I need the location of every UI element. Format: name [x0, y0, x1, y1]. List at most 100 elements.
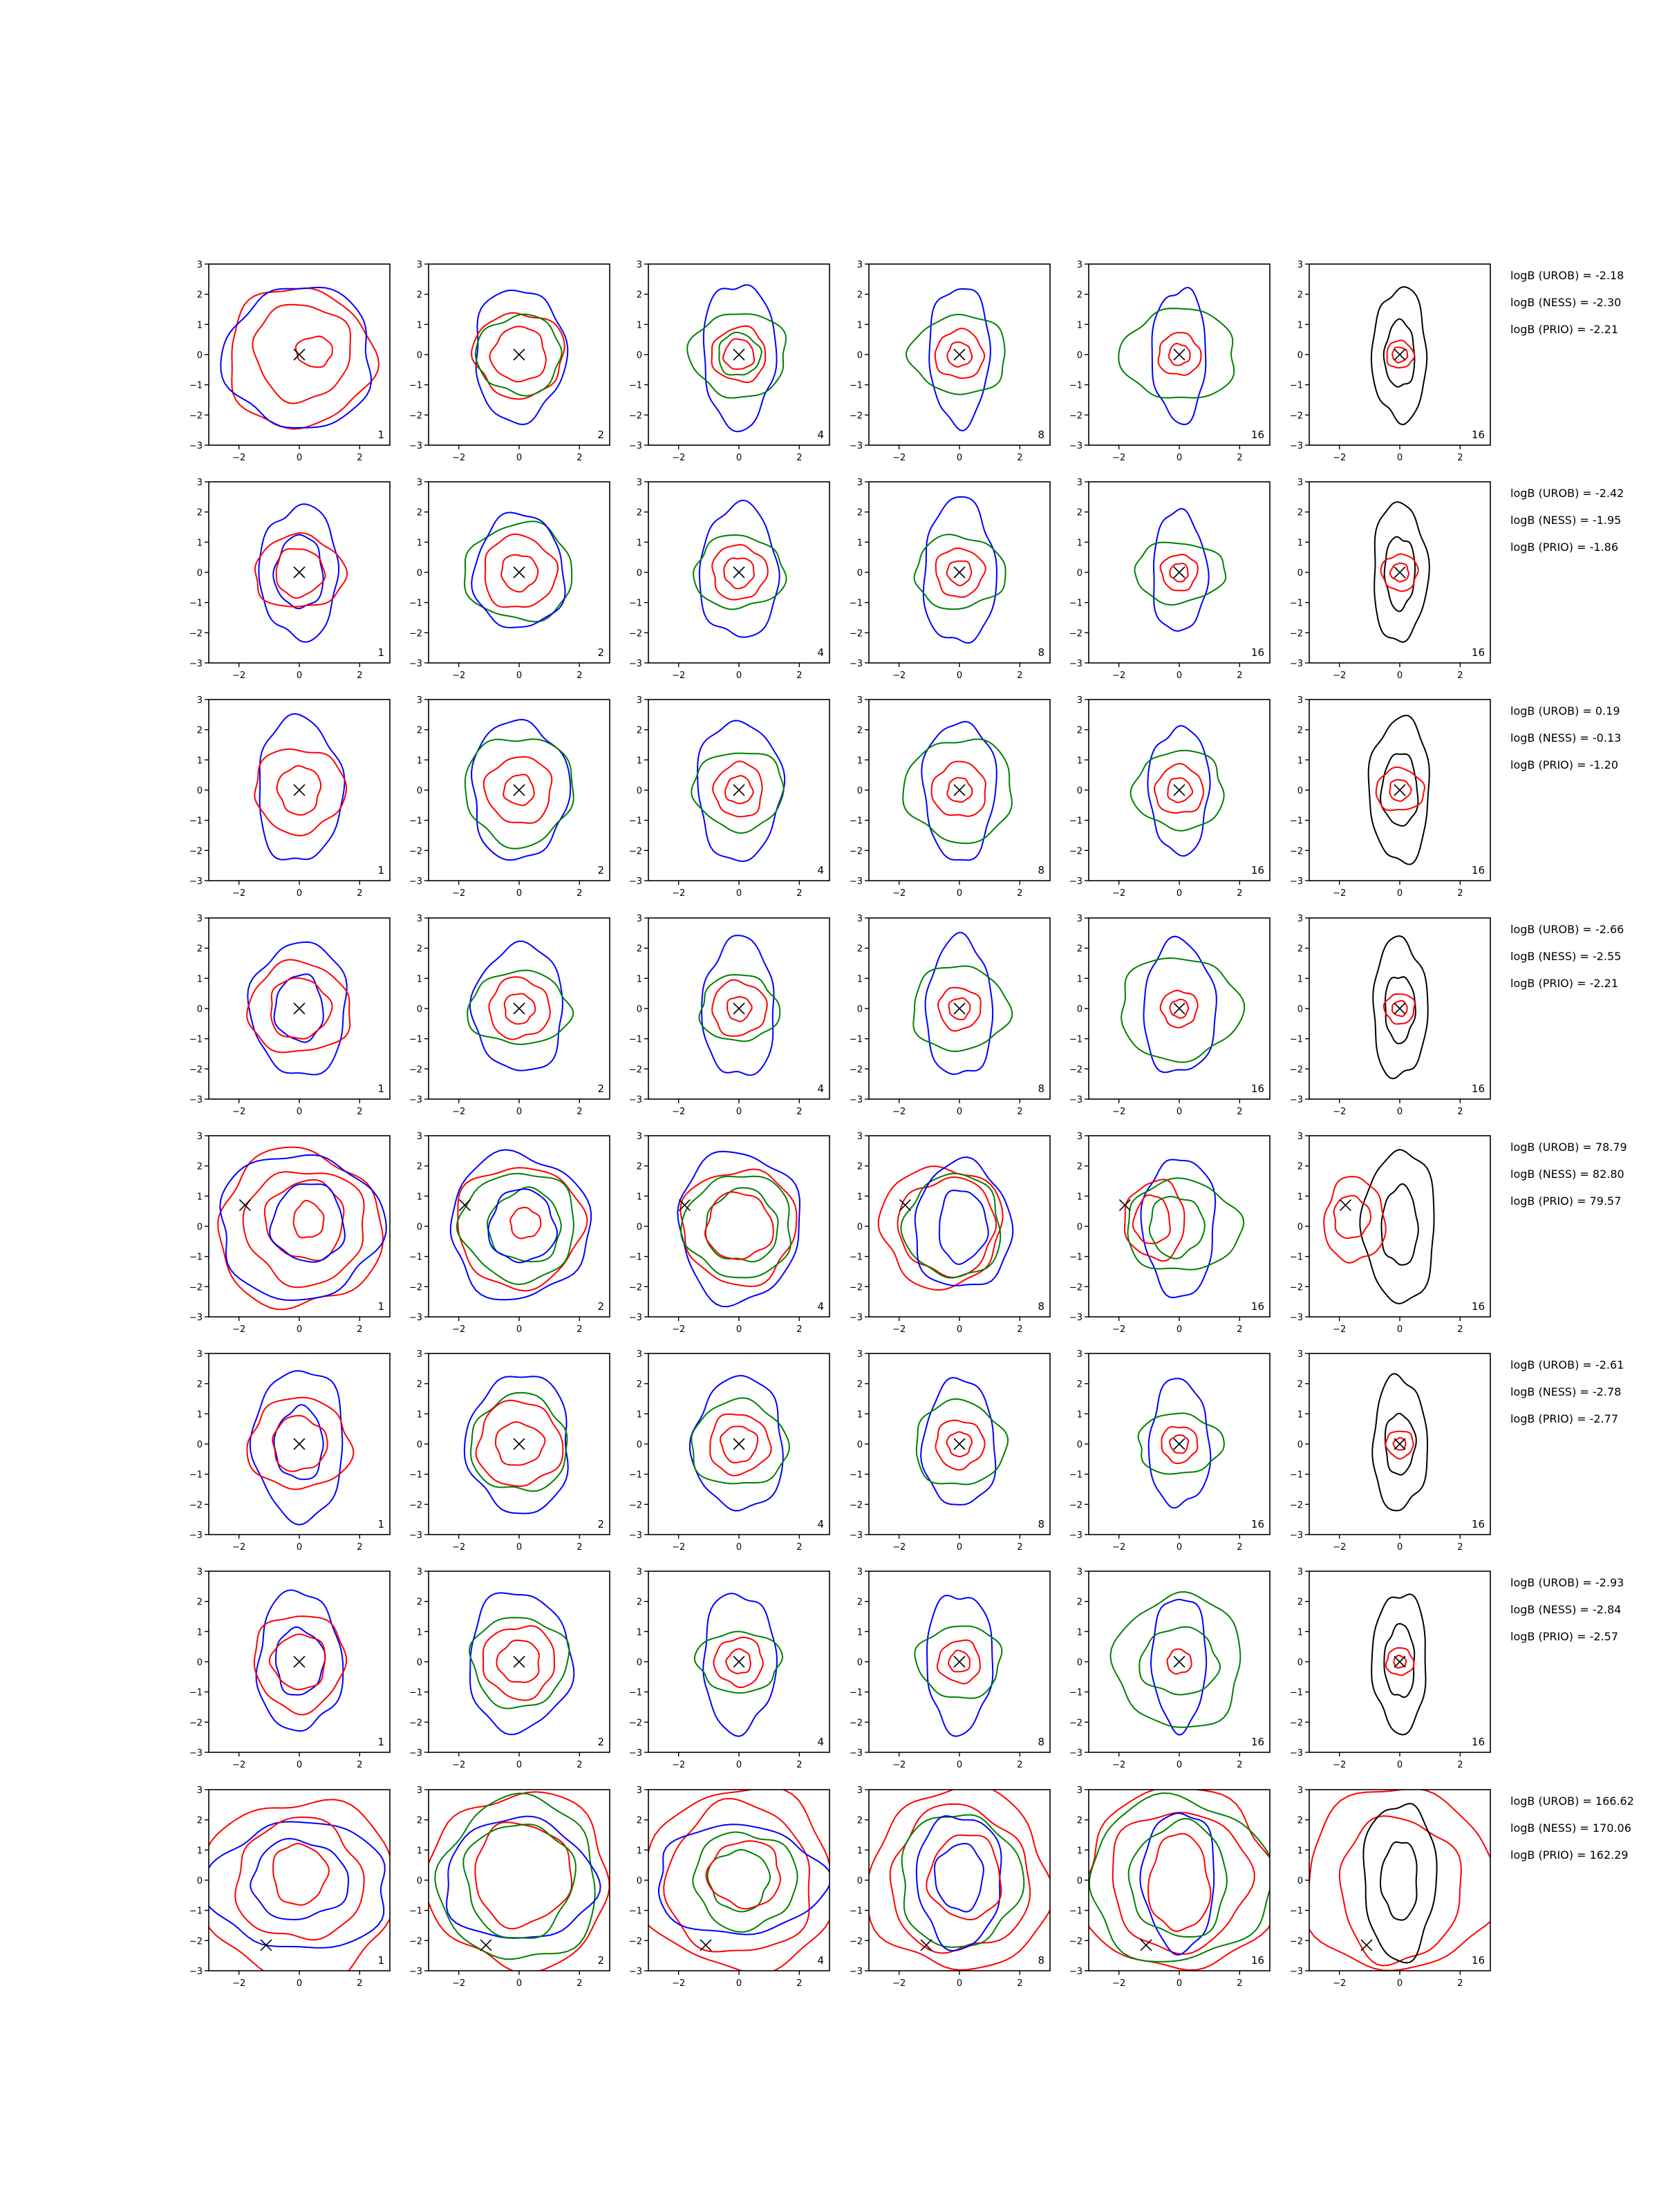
y-tick-label: −1	[850, 1470, 863, 1481]
panel-r1-c6: −2 0 2 −3 −2 −1 0 1 2 3 16	[1290, 260, 1491, 463]
x-tick-label: 0	[1177, 1978, 1182, 1989]
y-tick-label: −1	[1290, 381, 1303, 391]
panel-r6-c1: −2 0 2 −3 −2 −1 0 1 2 3 1	[189, 1349, 391, 1553]
panel-r6-c2: −2 0 2 −3 −2 −1 0 1 2 3 2	[409, 1349, 610, 1553]
y-tick-label: 1	[1297, 320, 1303, 330]
y-tick-label: 2	[857, 290, 863, 301]
contour-red	[711, 544, 769, 601]
y-tick-label: 1	[1297, 1409, 1303, 1420]
contours	[914, 1594, 1003, 1737]
y-tick-label: 2	[637, 1162, 642, 1172]
panel-r1-c4: −2 0 2 −3 −2 −1 0 1 2 3 8	[850, 260, 1051, 463]
contour-red	[1154, 762, 1205, 814]
contour-red	[474, 1821, 573, 1930]
contours	[902, 720, 1013, 861]
x-tick-label: 0	[1397, 453, 1403, 463]
y-tick-label: −2	[189, 1065, 203, 1075]
y-tick-label: 0	[417, 1876, 422, 1886]
y-tick-label: 0	[1077, 568, 1082, 579]
cross-marker	[513, 1438, 525, 1450]
y-tick-label: −2	[409, 1500, 422, 1510]
y-tick-label: 2	[417, 1380, 422, 1390]
panel-r1-c2: −2 0 2 −3 −2 −1 0 1 2 3 2	[409, 260, 610, 463]
y-tick-label: 0	[417, 1222, 422, 1232]
y-tick-label: −2	[850, 1936, 863, 1947]
contours	[1089, 1790, 1270, 1971]
contour-red	[713, 1636, 764, 1689]
y-tick-label: 1	[637, 1409, 642, 1420]
panel-r6-c4: −2 0 2 −3 −2 −1 0 1 2 3 8	[850, 1349, 1051, 1553]
y-tick-label: 0	[857, 1876, 863, 1886]
y-tick-label: −3	[1290, 1530, 1303, 1541]
y-tick-label: 0	[857, 1004, 863, 1015]
y-tick-label: −3	[1290, 877, 1303, 887]
y-tick-label: −1	[1069, 1253, 1082, 1263]
panel-r4-c4: −2 0 2 −3 −2 −1 0 1 2 3 8	[850, 914, 1051, 1117]
cross-marker	[1173, 348, 1185, 361]
x-tick-label: −2	[672, 888, 685, 899]
row-4-stats: logB (UROB) = -2.66 logB (NESS) = -2.55 lo…	[1510, 923, 1624, 990]
y-tick-label: −1	[189, 1688, 203, 1698]
x-tick-label: −2	[892, 1107, 906, 1117]
x-tick-label: 2	[1017, 671, 1022, 681]
y-tick-label: 2	[857, 1162, 863, 1172]
panel-count-label: 16	[1251, 1300, 1264, 1313]
x-tick-label: 0	[736, 1760, 742, 1770]
panel-r8-c3: −2 0 2 −3 −2 −1 0 1 2 3 4	[629, 1785, 830, 1989]
x-tick-label: −2	[1112, 453, 1125, 463]
x-tick-label: 0	[1397, 1760, 1403, 1770]
cross-marker	[293, 566, 306, 579]
contour-green	[468, 1617, 570, 1709]
contour-red	[1147, 1833, 1212, 1932]
y-tick-label: 2	[1297, 508, 1303, 518]
y-tick-label: −2	[1290, 628, 1303, 639]
x-tick-label: 2	[796, 1107, 802, 1117]
y-tick-label: 3	[637, 1785, 642, 1796]
contour-black	[1367, 714, 1430, 865]
panel-r1-c3: −2 0 2 −3 −2 −1 0 1 2 3 4	[629, 260, 830, 463]
y-tick-label: −3	[1069, 659, 1082, 669]
y-tick-label: −2	[850, 846, 863, 856]
cross-marker	[1173, 1438, 1185, 1450]
contour-blue	[487, 1188, 559, 1264]
y-tick-label: 2	[1077, 290, 1082, 301]
contours	[1371, 1593, 1427, 1736]
x-tick-label: 0	[1397, 1107, 1403, 1117]
x-tick-label: 0	[736, 1542, 742, 1553]
y-tick-label: 3	[1297, 260, 1303, 270]
contours	[1371, 1373, 1429, 1512]
y-tick-label: 3	[857, 1349, 863, 1360]
y-tick-label: 3	[1297, 695, 1303, 706]
contour-blue	[272, 534, 324, 610]
y-tick-label: 2	[1077, 1597, 1082, 1608]
panel-count-label: 4	[817, 1518, 824, 1530]
y-tick-label: 0	[1077, 1440, 1082, 1450]
y-tick-label: −1	[189, 1470, 203, 1481]
y-tick-label: 3	[1297, 1785, 1303, 1796]
y-tick-label: 2	[1297, 290, 1303, 301]
contours	[1367, 714, 1430, 865]
y-tick-label: 1	[417, 974, 422, 984]
x-tick-label: −2	[452, 453, 465, 463]
y-tick-label: 1	[1077, 1409, 1082, 1420]
logb-stat: logB (UROB) = 166.62	[1510, 1794, 1634, 1808]
y-tick-label: 1	[857, 1846, 863, 1856]
y-tick-label: 3	[857, 478, 863, 488]
y-tick-label: 2	[417, 944, 422, 955]
y-tick-label: 2	[417, 508, 422, 518]
contour-red	[231, 287, 380, 430]
contour-red	[1159, 554, 1199, 592]
x-tick-label: −2	[232, 888, 245, 899]
contour-red	[724, 775, 754, 805]
y-tick-label: 1	[637, 1846, 642, 1856]
contour-blue	[696, 720, 786, 863]
contour-red	[242, 1171, 365, 1288]
cross-marker	[1394, 1438, 1406, 1450]
y-tick-label: −1	[1290, 1035, 1303, 1045]
contour-blue	[475, 289, 569, 426]
y-tick-label: 3	[1297, 1132, 1303, 1142]
x-tick-label: −2	[452, 1978, 465, 1989]
y-tick-label: 1	[857, 756, 863, 766]
logb-stat: logB (PRIO) = 79.57	[1510, 1194, 1621, 1208]
contour-green	[1134, 541, 1227, 606]
